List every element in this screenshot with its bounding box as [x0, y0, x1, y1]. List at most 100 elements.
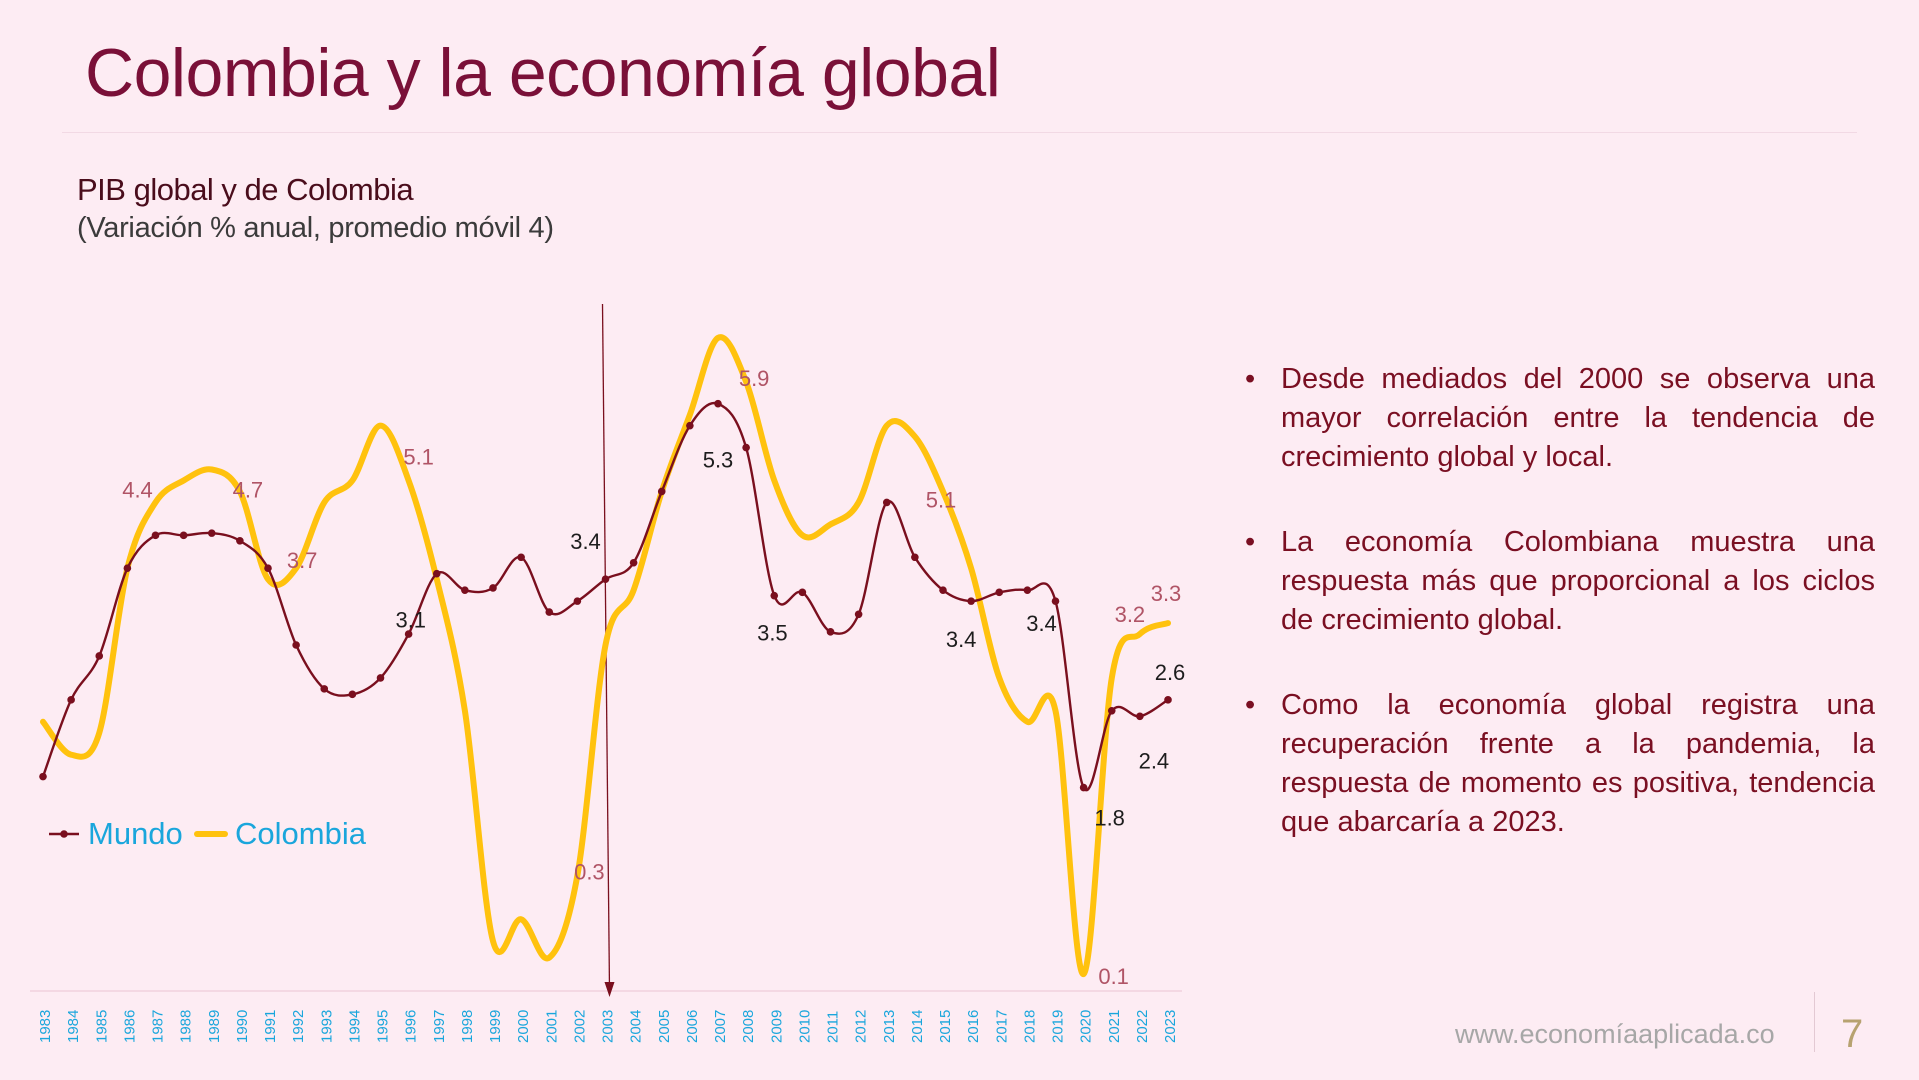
mundo-point	[179, 531, 188, 540]
mundo-point	[95, 652, 104, 660]
series-lines	[40, 334, 1171, 978]
mundo-point	[770, 591, 779, 600]
x-tick-label: 2016	[965, 1010, 982, 1043]
x-tick-label: 2020	[1078, 1010, 1095, 1043]
mundo-point	[545, 608, 554, 616]
x-tick-label: 2001	[543, 1010, 560, 1043]
data-label: 3.1	[395, 608, 426, 633]
legend-mundo-label: Mundo	[88, 816, 183, 851]
x-tick-label: 1986	[121, 1010, 138, 1043]
mundo-point	[1023, 586, 1032, 594]
x-tick-labels: 1983 1984 1985 1986 1987 1988 1989 1990 1991 1992…	[37, 1010, 1179, 1043]
mundo-point	[601, 575, 610, 583]
footer-divider	[1814, 992, 1815, 1052]
mundo-points	[39, 399, 1172, 792]
data-label: 4.4	[122, 477, 153, 502]
x-tick-label: 1984	[65, 1010, 82, 1043]
data-label: 3.3	[1151, 581, 1182, 606]
x-tick-label: 1987	[150, 1010, 167, 1043]
data-label: 3.7	[287, 548, 318, 573]
data-label: 0.1	[1098, 964, 1129, 989]
x-tick-label: 1990	[234, 1010, 251, 1043]
mundo-point	[882, 498, 891, 507]
mundo-point	[264, 564, 272, 573]
x-tick-label: 1994	[346, 1010, 363, 1043]
x-tick-label: 1998	[459, 1010, 476, 1043]
x-tick-label: 1991	[262, 1010, 279, 1043]
mundo-point	[236, 537, 244, 545]
chart-legend: Mundo Colombia	[49, 816, 367, 851]
insight-bullets: Desde mediados del 2000 se observa una m…	[1245, 360, 1875, 888]
x-tick-label: 2013	[881, 1010, 898, 1043]
mundo-point	[657, 487, 666, 496]
x-tick-label: 2009	[768, 1010, 785, 1043]
data-label: 4.7	[233, 477, 264, 502]
title-divider	[62, 132, 1857, 133]
mundo-point	[292, 641, 300, 649]
mundo-point	[207, 529, 216, 537]
mundo-point	[1164, 696, 1172, 704]
data-label: 5.1	[926, 487, 957, 512]
mundo-point	[939, 586, 947, 594]
x-tick-label: 2007	[712, 1010, 729, 1043]
chart-subtitle: (Variación % anual, promedio móvil 4)	[77, 212, 554, 244]
data-label: 3.5	[757, 620, 788, 645]
x-tick-label: 2006	[684, 1010, 701, 1043]
x-tick-label: 2010	[796, 1010, 813, 1043]
mundo-point	[39, 772, 47, 781]
mundo-point	[320, 685, 329, 693]
data-label: 3.4	[946, 627, 977, 652]
chart-title: PIB global y de Colombia	[77, 172, 414, 207]
x-tick-label: 2023	[1162, 1010, 1179, 1043]
x-tick-label: 1983	[37, 1010, 54, 1043]
x-tick-label: 2019	[1050, 1010, 1067, 1043]
mundo-point	[67, 696, 75, 704]
mundo-point	[629, 558, 638, 567]
mundo-point	[432, 569, 441, 578]
mundo-point	[376, 674, 385, 682]
bullet-item: Como la economía global registra una rec…	[1245, 686, 1875, 842]
mundo-point	[1107, 707, 1116, 715]
legend-colombia-label: Colombia	[235, 816, 367, 851]
x-tick-label: 1989	[206, 1010, 223, 1043]
data-label: 2.4	[1139, 748, 1170, 773]
mundo-point	[826, 628, 835, 636]
x-tick-label: 2012	[853, 1010, 870, 1043]
mundo-point	[911, 553, 919, 562]
mundo-point	[123, 564, 132, 573]
mundo-point	[714, 399, 722, 408]
x-tick-label: 2015	[937, 1010, 954, 1043]
data-label: 5.1	[403, 444, 434, 469]
mundo-point	[742, 443, 750, 452]
x-tick-label: 1997	[431, 1010, 448, 1043]
x-tick-label: 1988	[178, 1010, 195, 1043]
data-label: 2.6	[1155, 660, 1186, 685]
data-label: 3.2	[1115, 602, 1146, 627]
mundo-point	[1051, 597, 1060, 605]
x-tick-label: 2000	[515, 1010, 532, 1043]
x-tick-label: 2022	[1134, 1010, 1151, 1043]
x-tick-label: 1995	[375, 1010, 392, 1043]
series-line-colombia	[40, 334, 1171, 978]
footer-url[interactable]: www.economíaaplicada.co	[1455, 1019, 1775, 1049]
x-tick-label: 1999	[487, 1010, 504, 1043]
mundo-point	[489, 584, 497, 592]
data-label: 0.3	[574, 859, 605, 884]
data-label: 1.8	[1094, 806, 1125, 831]
mundo-point	[995, 588, 1004, 597]
mundo-point	[404, 630, 413, 638]
x-tick-label: 1996	[403, 1010, 420, 1043]
data-labels: 3.1 3.4 5.3 3.5 3.4 3.4 1.8 2.4 2.6 4.4 4.7 3.7 5.1 0…	[122, 366, 1185, 989]
x-tick-label: 2018	[1021, 1010, 1038, 1043]
data-label: 3.4	[570, 529, 601, 554]
x-tick-label: 1992	[290, 1010, 307, 1043]
x-tick-label: 2003	[600, 1010, 617, 1043]
x-tick-label: 2004	[628, 1010, 645, 1043]
marker-arrowhead	[604, 982, 615, 997]
data-label: 5.3	[703, 448, 734, 473]
x-tick-label: 2021	[1106, 1010, 1123, 1043]
mundo-point	[798, 588, 807, 597]
x-tick-label: 1993	[318, 1010, 335, 1043]
legend-mundo-marker	[60, 830, 68, 838]
page-number: 7	[1841, 1012, 1864, 1056]
